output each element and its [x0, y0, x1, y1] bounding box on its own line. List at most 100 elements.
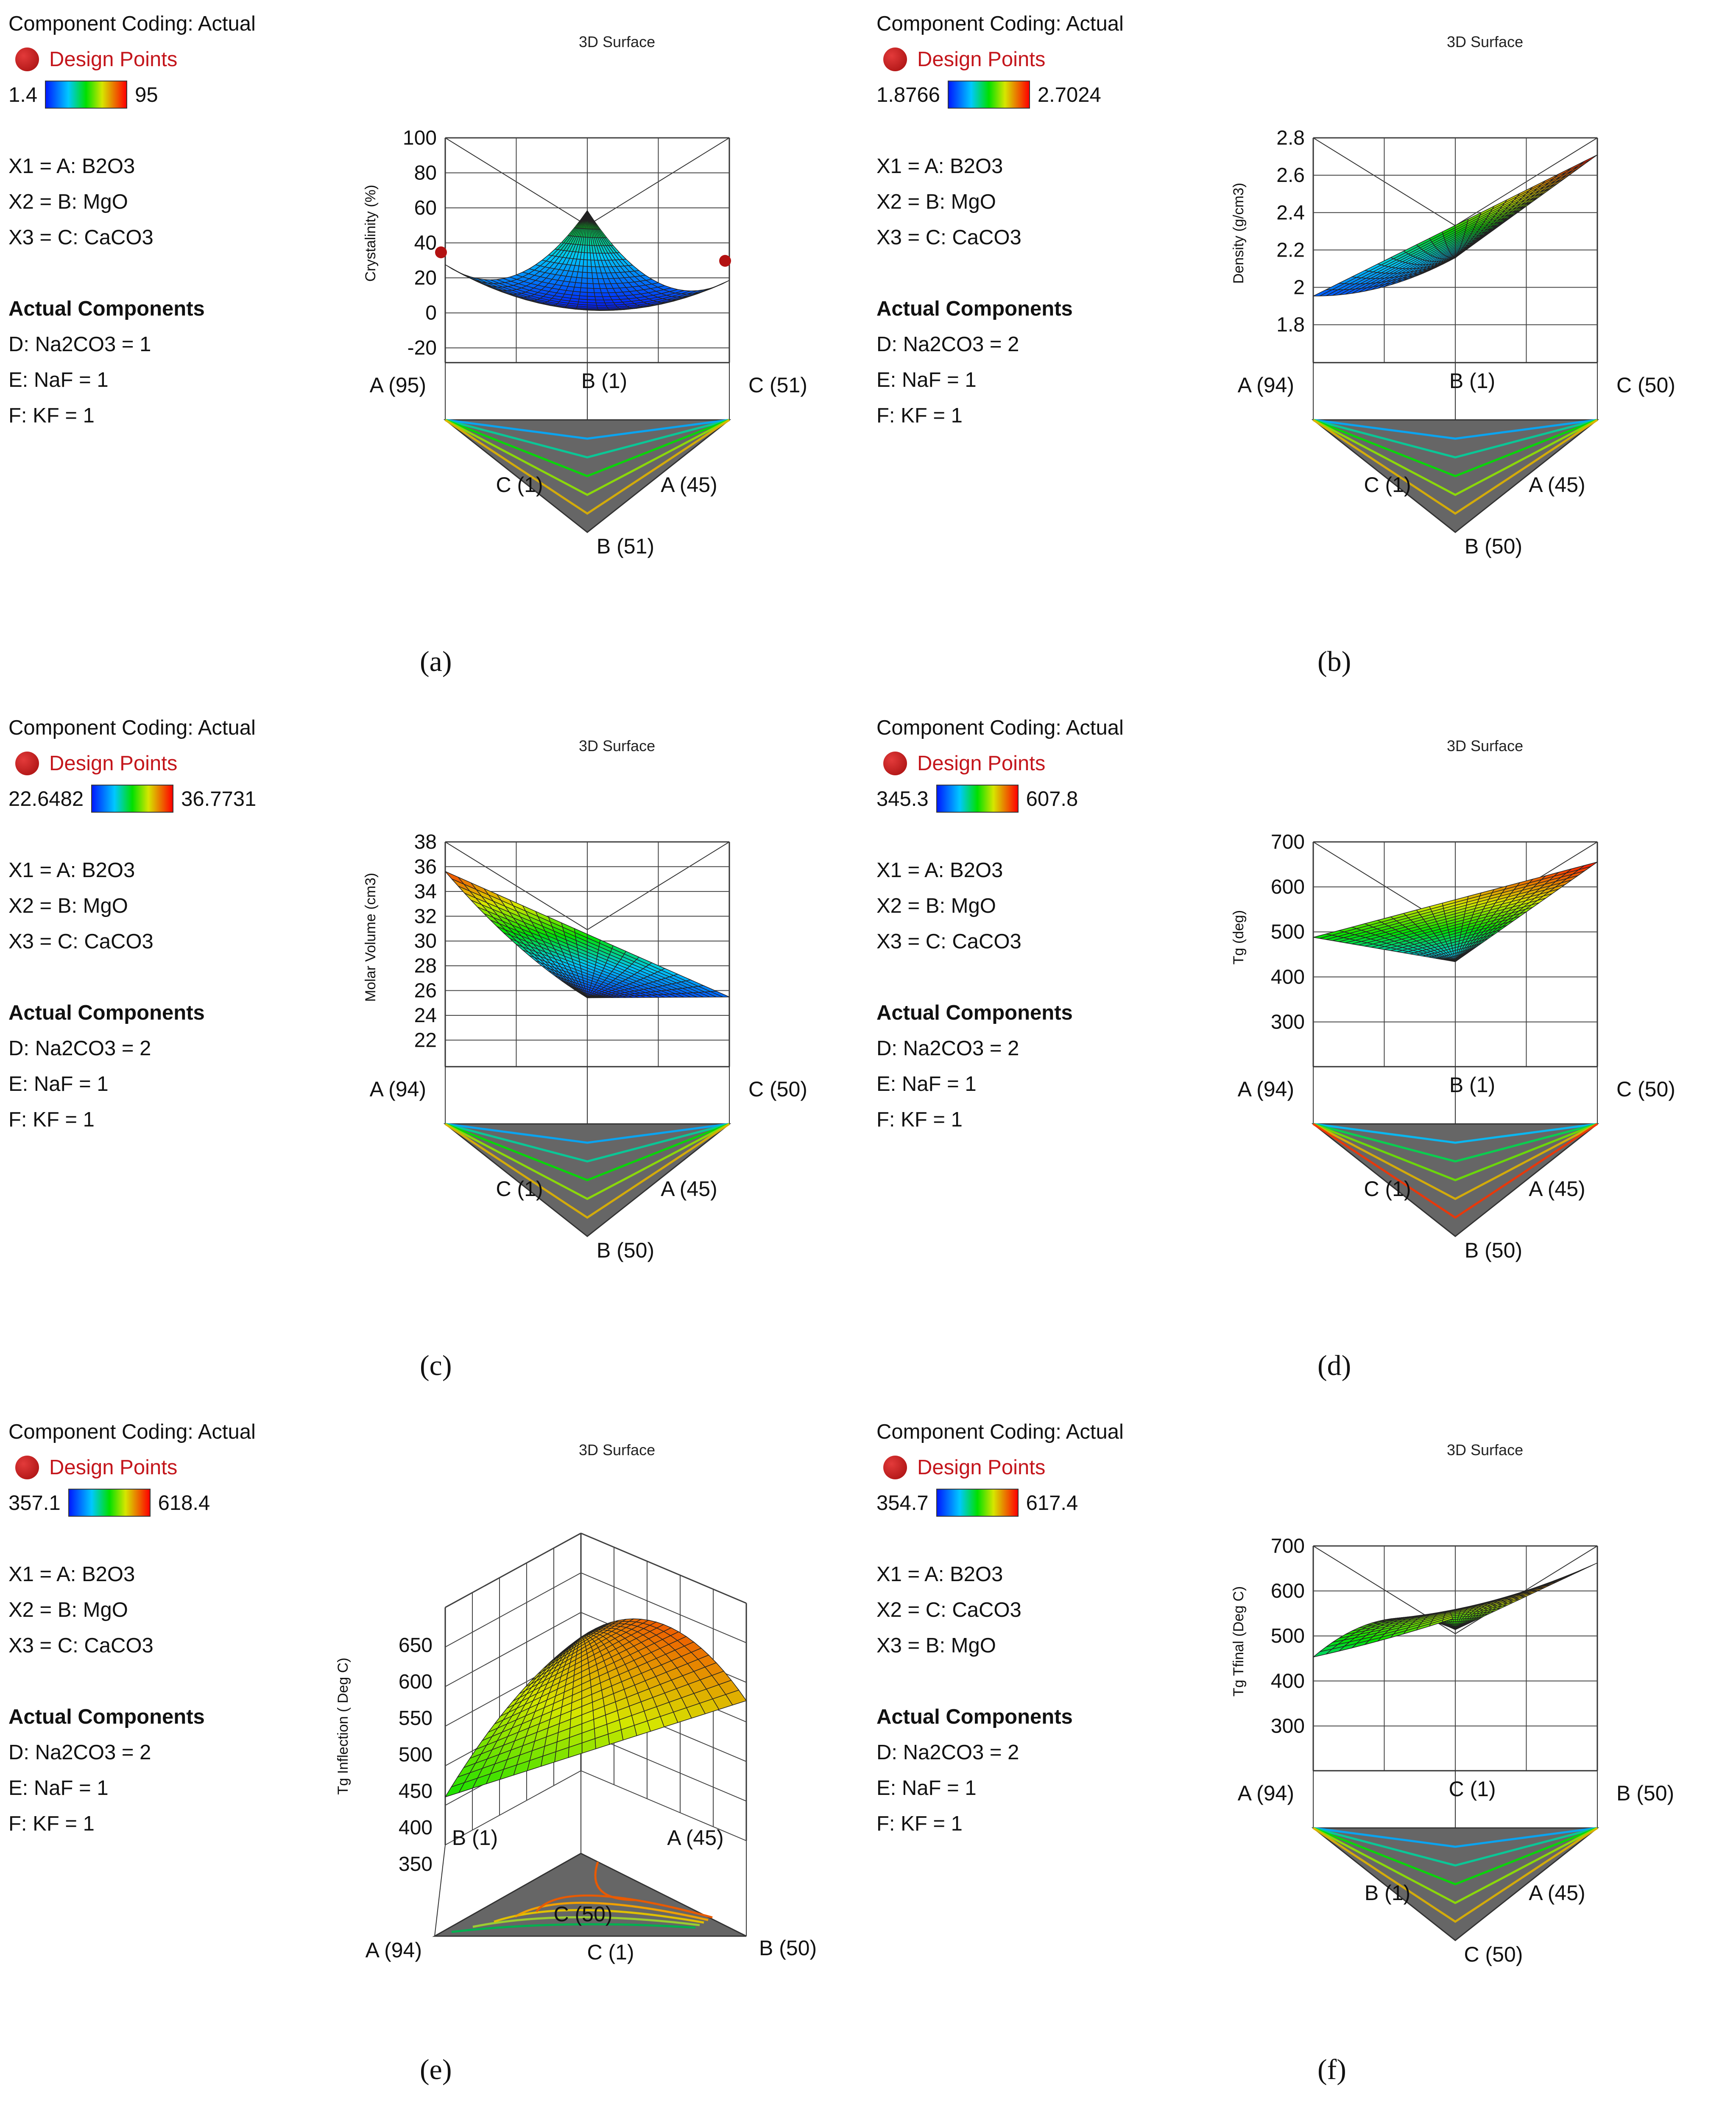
y-tick-label: 60 [414, 197, 437, 219]
design-point-icon [15, 752, 39, 775]
surface-facet [581, 277, 588, 284]
surface-plot: 700 600 500 400 300 Tg (deg) A (94) C (50) B (1)… [1231, 831, 1675, 1262]
color-max: 36.7731 [181, 788, 257, 811]
surface-title: 3D Surface [579, 1441, 656, 1459]
corner-label-left: A (94) [366, 1938, 422, 1962]
contour-line [1313, 1827, 1598, 1867]
colorbar [936, 1489, 1019, 1517]
color-min: 22.6482 [8, 788, 84, 811]
contour-line [1313, 1827, 1598, 1848]
component-d: D: Na2CO3 = 1 [8, 333, 151, 356]
colorbar [45, 81, 128, 109]
design-point-icon [15, 1456, 39, 1479]
y-tick-label: 26 [414, 980, 437, 1002]
corner-label-right: C (50) [1616, 1077, 1675, 1101]
ternary-label-bottom: B (50) [597, 1238, 654, 1262]
contour-line [472, 1916, 700, 1928]
z-axis-title: Tg Inflection ( Deg C) [335, 1657, 351, 1794]
z-axis-title: Density (g/cm3) [1231, 183, 1247, 284]
contour-line [1312, 1827, 1598, 1923]
panel-caption: (c) [420, 1349, 452, 1381]
contour-line [445, 419, 730, 440]
x2-label: X2 = B: MgO [876, 190, 996, 213]
component-coding: Component Coding: Actual [8, 12, 256, 35]
y-tick-label: 32 [414, 905, 437, 928]
component-e: E: NaF = 1 [8, 369, 109, 391]
component-e: E: NaF = 1 [876, 369, 977, 391]
ternary-label-left: C (1) [1364, 473, 1411, 497]
surface-facet [582, 266, 588, 273]
y-tick-label: 2.2 [1276, 239, 1305, 261]
y-tick-label: 2.6 [1276, 164, 1305, 187]
component-e: E: NaF = 1 [876, 1073, 977, 1096]
color-scale: 1.4 95 [8, 77, 256, 113]
x3-label: X3 = C: CaCO3 [876, 226, 1022, 249]
legend-info: Component Coding: Actual Design Points 2… [8, 710, 256, 1138]
y-tick-label: 38 [414, 831, 437, 853]
colorbar [936, 785, 1019, 813]
corner-label-right: C (50) [1616, 373, 1675, 397]
actual-components-heading: Actual Components [8, 297, 205, 320]
surface-plot: 2.8 2.6 2.4 2.2 2 1.8 Density (g/cm3) A (94) C (… [1231, 127, 1675, 558]
x2-label: X2 = B: MgO [876, 894, 996, 917]
ternary-label-right: A (45) [1529, 473, 1585, 497]
contour-line [514, 1901, 709, 1921]
contour-line [494, 1909, 704, 1924]
component-coding: Component Coding: Actual [876, 716, 1124, 739]
ternary-label-left: B (1) [452, 1826, 498, 1850]
z-axis-title: Tg Tfinal (Deg C) [1231, 1586, 1247, 1697]
ternary-label-right: A (45) [1529, 1881, 1585, 1905]
design-point-icon [883, 48, 907, 71]
corner-label-left: A (94) [1238, 373, 1294, 397]
surface-plot: 650 600 550 500 450 400 350 Tg Inflection ( Deg… [335, 1532, 817, 1964]
color-max: 95 [135, 84, 158, 106]
component-f: F: KF = 1 [8, 404, 95, 427]
contour-line [1313, 1123, 1598, 1163]
x1-label: X1 = A: B2O3 [876, 859, 1003, 882]
corner-label-left: A (95) [370, 373, 426, 397]
contour-line [1313, 419, 1598, 440]
ternary-label-bottom: B (51) [597, 534, 654, 558]
colorbar [91, 785, 174, 813]
x1-label: X1 = A: B2O3 [8, 1563, 135, 1586]
corner-label-right: C (51) [748, 373, 807, 397]
x2-label: X2 = B: MgO [8, 190, 128, 213]
x2-label: X2 = B: MgO [8, 1599, 128, 1621]
design-point-icon [883, 752, 907, 775]
surface-facet [583, 252, 588, 260]
color-min: 1.4 [8, 84, 38, 106]
ternary-label-left: C (1) [496, 473, 543, 497]
contour-line [451, 1923, 696, 1933]
design-points-label: Design Points [49, 1456, 178, 1479]
surface-title: 3D Surface [579, 737, 656, 755]
corner-label-back: B (1) [1449, 1073, 1495, 1097]
surface-facet [595, 299, 606, 303]
color-min: 357.1 [8, 1492, 61, 1515]
grid-line [581, 1572, 747, 1643]
component-coding: Component Coding: Actual [876, 12, 1124, 35]
component-d: D: Na2CO3 = 2 [876, 1037, 1019, 1060]
y-tick-label: 300 [1271, 1011, 1305, 1033]
y-tick-label: 600 [1271, 1580, 1305, 1602]
y-tick-label: 100 [403, 127, 437, 149]
actual-components-heading: Actual Components [876, 297, 1073, 320]
y-tick-label: 700 [1271, 831, 1305, 853]
figure-panel-e: Component Coding: Actual Design Points 3… [0, 1408, 868, 2112]
y-tick-label: 700 [1271, 1535, 1305, 1557]
contour-line [1313, 1123, 1598, 1144]
color-min: 345.3 [876, 788, 929, 811]
surface-facet [580, 282, 588, 289]
color-scale: 354.7 617.4 [876, 1485, 1124, 1521]
corner-label-left: A (94) [370, 1077, 426, 1101]
colorbar [947, 81, 1030, 109]
x2-label: X2 = C: CaCO3 [876, 1599, 1022, 1621]
contour-line [445, 419, 730, 458]
surface-facet [587, 210, 594, 221]
color-max: 2.7024 [1037, 84, 1101, 106]
ternary-label-bottom: C (1) [587, 1940, 634, 1964]
contour-line [1312, 419, 1598, 496]
y-tick-label: 400 [1271, 966, 1305, 988]
component-d: D: Na2CO3 = 2 [8, 1741, 151, 1764]
contour-line [594, 1861, 636, 1901]
corner-label-back: B (1) [581, 369, 627, 393]
